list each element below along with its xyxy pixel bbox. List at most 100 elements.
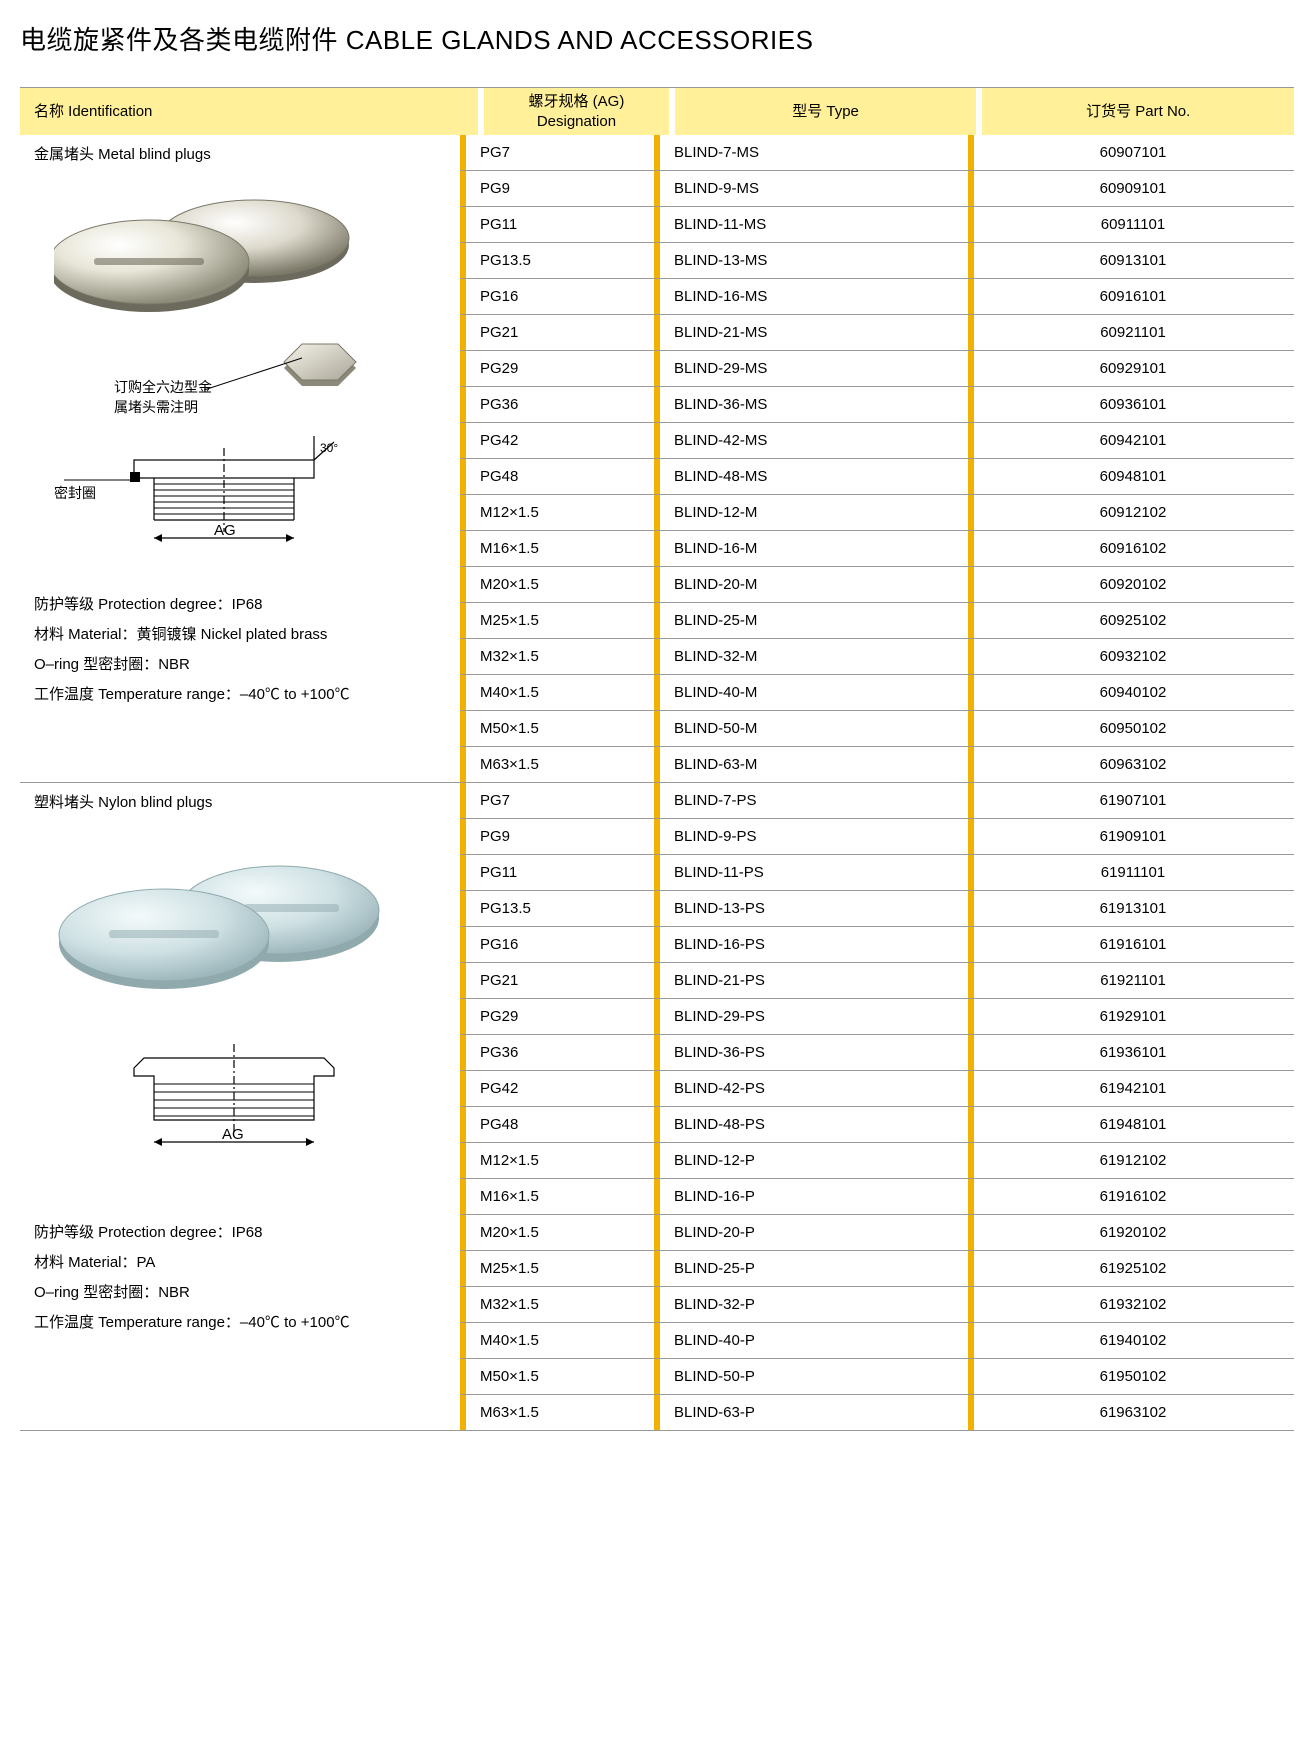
spec-line: O–ring 型密封圈：NBR xyxy=(34,1278,446,1308)
spec-line: 防护等级 Protection degree：IP68 xyxy=(34,1218,446,1248)
cell-partno: 60921101 xyxy=(974,315,1292,350)
cell-designation: PG29 xyxy=(466,351,654,386)
cell-type: BLIND-29-PS xyxy=(660,999,968,1034)
cell-designation: M32×1.5 xyxy=(466,1287,654,1322)
cell-partno: 60942101 xyxy=(974,423,1292,458)
metal-plug-illustration: 订购全六边型金 属堵头需注明 30° xyxy=(54,180,414,570)
table-row: PG21 BLIND-21-MS 60921101 xyxy=(460,315,1294,351)
spec-line: 材料 Material：PA xyxy=(34,1248,446,1278)
cell-type: BLIND-20-M xyxy=(660,567,968,602)
header-designation: 螺牙规格 (AG) Designation xyxy=(484,88,668,135)
cell-partno: 60916102 xyxy=(974,531,1292,566)
cell-partno: 61912102 xyxy=(974,1143,1292,1178)
cell-designation: PG16 xyxy=(466,927,654,962)
cell-type: BLIND-16-PS xyxy=(660,927,968,962)
cell-partno: 60913101 xyxy=(974,243,1292,278)
cell-designation: PG13.5 xyxy=(466,891,654,926)
cell-designation: PG36 xyxy=(466,1035,654,1070)
cell-designation: PG21 xyxy=(466,963,654,998)
table-row: PG11 BLIND-11-MS 60911101 xyxy=(460,207,1294,243)
cell-type: BLIND-32-M xyxy=(660,639,968,674)
cell-partno: 61916102 xyxy=(974,1179,1292,1214)
cell-designation: PG11 xyxy=(466,855,654,890)
cell-type: BLIND-11-MS xyxy=(660,207,968,242)
cell-designation: M50×1.5 xyxy=(466,1359,654,1394)
table-row: PG21 BLIND-21-PS 61921101 xyxy=(460,963,1294,999)
table-row: M63×1.5 BLIND-63-P 61963102 xyxy=(460,1395,1294,1430)
svg-text:30°: 30° xyxy=(320,441,338,455)
section-left: 金属堵头 Metal blind plugs xyxy=(20,135,460,782)
cell-type: BLIND-32-P xyxy=(660,1287,968,1322)
svg-text:AG: AG xyxy=(222,1126,244,1143)
table-row: M40×1.5 BLIND-40-M 60940102 xyxy=(460,675,1294,711)
cell-type: BLIND-29-MS xyxy=(660,351,968,386)
cell-partno: 61920102 xyxy=(974,1215,1292,1250)
section-title: 塑料堵头 Nylon blind plugs xyxy=(34,791,446,812)
section-table: PG7 BLIND-7-MS 60907101 PG9 BLIND-9-MS 6… xyxy=(460,135,1294,782)
table-row: M25×1.5 BLIND-25-M 60925102 xyxy=(460,603,1294,639)
cell-partno: 61913101 xyxy=(974,891,1292,926)
header-partno: 订货号 Part No. xyxy=(982,88,1294,135)
spec-lines: 防护等级 Protection degree：IP68材料 Material：黄… xyxy=(34,590,446,710)
cell-partno: 61907101 xyxy=(974,783,1292,818)
cell-designation: M32×1.5 xyxy=(466,639,654,674)
cell-partno: 60940102 xyxy=(974,675,1292,710)
cell-type: BLIND-13-MS xyxy=(660,243,968,278)
table-row: PG13.5 BLIND-13-MS 60913101 xyxy=(460,243,1294,279)
cell-type: BLIND-36-PS xyxy=(660,1035,968,1070)
cell-designation: PG7 xyxy=(466,135,654,170)
svg-text:密封圈: 密封圈 xyxy=(54,485,96,501)
cell-designation: M40×1.5 xyxy=(466,1323,654,1358)
nylon-plug-illustration: AG xyxy=(54,828,414,1198)
page-title: 电缆旋紧件及各类电缆附件 CABLE GLANDS AND ACCESSORIE… xyxy=(20,20,1294,57)
cell-type: BLIND-12-P xyxy=(660,1143,968,1178)
table-row: M50×1.5 BLIND-50-P 61950102 xyxy=(460,1359,1294,1395)
cell-partno: 61950102 xyxy=(974,1359,1292,1394)
table-row: PG16 BLIND-16-MS 60916101 xyxy=(460,279,1294,315)
table-row: M40×1.5 BLIND-40-P 61940102 xyxy=(460,1323,1294,1359)
svg-text:属堵头需注明: 属堵头需注明 xyxy=(114,399,198,415)
spec-line: 材料 Material：黄铜镀镍 Nickel plated brass xyxy=(34,620,446,650)
table-row: M25×1.5 BLIND-25-P 61925102 xyxy=(460,1251,1294,1287)
table-header: 名称 Identification 螺牙规格 (AG) Designation … xyxy=(20,87,1294,135)
table-row: M63×1.5 BLIND-63-M 60963102 xyxy=(460,747,1294,782)
cell-designation: M20×1.5 xyxy=(466,1215,654,1250)
cell-designation: M63×1.5 xyxy=(466,747,654,782)
cell-type: BLIND-40-M xyxy=(660,675,968,710)
cell-partno: 60920102 xyxy=(974,567,1292,602)
cell-type: BLIND-63-P xyxy=(660,1395,968,1430)
section-illustration: AG xyxy=(54,828,446,1202)
cell-type: BLIND-40-P xyxy=(660,1323,968,1358)
cell-type: BLIND-9-PS xyxy=(660,819,968,854)
spec-line: O–ring 型密封圈：NBR xyxy=(34,650,446,680)
cell-partno: 60936101 xyxy=(974,387,1292,422)
cell-type: BLIND-50-P xyxy=(660,1359,968,1394)
cell-designation: M16×1.5 xyxy=(466,1179,654,1214)
cell-partno: 60932102 xyxy=(974,639,1292,674)
cell-partno: 61963102 xyxy=(974,1395,1292,1430)
svg-text:订购全六边型金: 订购全六边型金 xyxy=(114,379,212,395)
cell-partno: 60925102 xyxy=(974,603,1292,638)
cell-designation: PG36 xyxy=(466,387,654,422)
table-row: M12×1.5 BLIND-12-P 61912102 xyxy=(460,1143,1294,1179)
cell-designation: PG7 xyxy=(466,783,654,818)
cell-partno: 61942101 xyxy=(974,1071,1292,1106)
table-row: PG9 BLIND-9-MS 60909101 xyxy=(460,171,1294,207)
cell-partno: 60929101 xyxy=(974,351,1292,386)
cell-designation: M20×1.5 xyxy=(466,567,654,602)
cell-partno: 61929101 xyxy=(974,999,1292,1034)
table-row: PG29 BLIND-29-PS 61929101 xyxy=(460,999,1294,1035)
cell-type: BLIND-21-PS xyxy=(660,963,968,998)
cell-designation: M12×1.5 xyxy=(466,495,654,530)
cell-type: BLIND-13-PS xyxy=(660,891,968,926)
cell-type: BLIND-63-M xyxy=(660,747,968,782)
header-type: 型号 Type xyxy=(675,88,977,135)
cell-designation: M40×1.5 xyxy=(466,675,654,710)
cell-designation: PG29 xyxy=(466,999,654,1034)
cell-designation: PG13.5 xyxy=(466,243,654,278)
cell-partno: 60963102 xyxy=(974,747,1292,782)
table-row: PG7 BLIND-7-MS 60907101 xyxy=(460,135,1294,171)
cell-designation: PG9 xyxy=(466,819,654,854)
section-illustration: 订购全六边型金 属堵头需注明 30° xyxy=(54,180,446,574)
table-row: PG48 BLIND-48-MS 60948101 xyxy=(460,459,1294,495)
